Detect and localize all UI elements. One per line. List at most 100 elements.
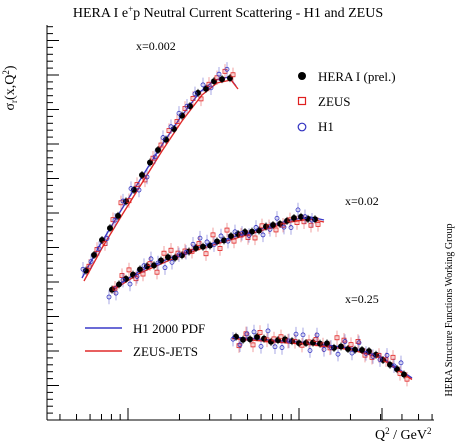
legend-markers <box>297 72 307 132</box>
h1-point-x002 <box>281 224 287 230</box>
legend-label-h1pdf: H1 2000 PDF <box>133 321 205 336</box>
h1-point-x0002 <box>224 66 230 72</box>
h1-point-x0002 <box>104 236 110 241</box>
hera-point-x025 <box>317 340 323 347</box>
hera-point-x0002 <box>91 251 97 258</box>
hera-point-x025 <box>296 340 302 347</box>
zeus-point-x025 <box>250 342 256 348</box>
hera-point-x025 <box>352 346 358 353</box>
zeus-point-x002 <box>119 273 125 278</box>
fit-zeus-x0002 <box>83 79 239 282</box>
x-axis-label: Q2 / GeV2 <box>375 426 431 443</box>
h1-point-x025 <box>356 340 362 346</box>
legend-marker-h1 <box>297 122 307 132</box>
h1-point-x002 <box>204 239 210 245</box>
hera-point-x025 <box>275 337 281 344</box>
zeus-point-x002 <box>217 246 223 251</box>
h1-point-x002 <box>239 230 245 236</box>
h1-point-x025 <box>321 347 327 352</box>
hera-point-x025 <box>359 346 365 353</box>
h1-point-x002 <box>274 215 280 221</box>
hera-point-x0002 <box>211 78 217 85</box>
h1-point-x0002 <box>120 198 126 204</box>
h1-point-x0002 <box>80 266 86 272</box>
zeus-point-x002 <box>189 248 195 254</box>
hera-point-x025 <box>324 340 330 347</box>
zeus-point-x025 <box>257 330 263 335</box>
zeus-point-x025 <box>313 337 319 342</box>
h1-point-x002 <box>295 207 301 213</box>
zeus-point-x002 <box>273 227 279 233</box>
hera-point-x0002 <box>155 146 161 153</box>
h1-point-x0002 <box>152 154 158 160</box>
h1-point-x002 <box>260 232 266 238</box>
hera-point-x0002 <box>171 125 177 132</box>
h1-point-x002 <box>120 277 126 283</box>
hera-point-x002 <box>109 286 115 293</box>
h1-point-x002 <box>127 281 133 287</box>
zeus-point-x025 <box>348 342 354 348</box>
hera-point-x0002 <box>179 112 185 119</box>
hera-point-x002 <box>116 281 122 288</box>
watermark: HERA Structure Functions Working Group <box>444 224 455 397</box>
h1-point-x002 <box>190 241 196 247</box>
h1-point-x002 <box>176 252 182 258</box>
hera-point-x002 <box>256 227 262 234</box>
zeus-point-x002 <box>224 227 230 233</box>
zeus-point-x0002 <box>174 119 180 124</box>
h1-point-x025 <box>293 331 299 337</box>
fit-h1-x002 <box>109 216 325 291</box>
zeus-point-x002 <box>140 271 146 277</box>
zeus-point-x0002 <box>126 198 132 204</box>
h1-point-x002 <box>309 217 315 223</box>
h1-point-x0002 <box>216 71 222 77</box>
hera-point-x025 <box>310 339 316 346</box>
hera-point-x025 <box>387 361 393 368</box>
zeus-point-x002 <box>252 235 258 241</box>
hera-point-x025 <box>240 336 246 343</box>
zeus-point-x002 <box>301 219 307 225</box>
h1-point-x025 <box>328 344 334 350</box>
h1-point-x002 <box>183 249 189 255</box>
hera-point-x0002 <box>219 76 225 83</box>
hera-point-x002 <box>312 216 318 223</box>
hera-point-x002 <box>137 266 143 273</box>
h1-point-x025 <box>307 348 313 353</box>
zeus-point-x002 <box>154 269 160 275</box>
zeus-point-x002 <box>294 220 300 225</box>
h1-point-x002 <box>253 225 259 230</box>
h1-point-x025 <box>265 328 271 334</box>
hera-point-x002 <box>221 237 227 244</box>
h1-point-x002 <box>302 214 308 220</box>
zeus-point-x002 <box>126 267 132 273</box>
zeus-point-x002 <box>210 232 216 238</box>
h1-point-x0002 <box>88 259 94 265</box>
hera-point-x0002 <box>83 267 89 274</box>
hera-point-x025 <box>268 338 274 345</box>
h1-point-x0002 <box>184 103 190 109</box>
legend-marker-zeus <box>297 96 307 106</box>
hera-point-x0002 <box>139 172 145 179</box>
hera-point-x002 <box>214 238 220 245</box>
h1-point-x025 <box>230 336 236 342</box>
h1-point-x0002 <box>192 91 198 97</box>
hera-point-x025 <box>366 348 372 355</box>
h1-point-x002 <box>246 233 252 238</box>
hera-point-x0002 <box>203 85 209 92</box>
h1-point-x025 <box>286 338 292 344</box>
hera-point-x002 <box>172 254 178 261</box>
hera-point-x0002 <box>163 136 169 143</box>
bin-label-x025: x=0.25 <box>345 292 379 306</box>
hera-point-x025 <box>345 345 351 352</box>
legend-label-zeusjets: ZEUS-JETS <box>133 344 198 359</box>
h1-point-x002 <box>155 260 161 266</box>
hera-point-x002 <box>207 242 213 249</box>
h1-point-x025 <box>391 363 397 369</box>
hera-point-x002 <box>242 228 248 235</box>
hera-point-x0002 <box>147 159 153 166</box>
h1-point-x002 <box>225 238 231 244</box>
hera-point-x002 <box>249 228 255 235</box>
hera-point-x002 <box>130 271 136 278</box>
h1-point-x025 <box>314 332 320 338</box>
